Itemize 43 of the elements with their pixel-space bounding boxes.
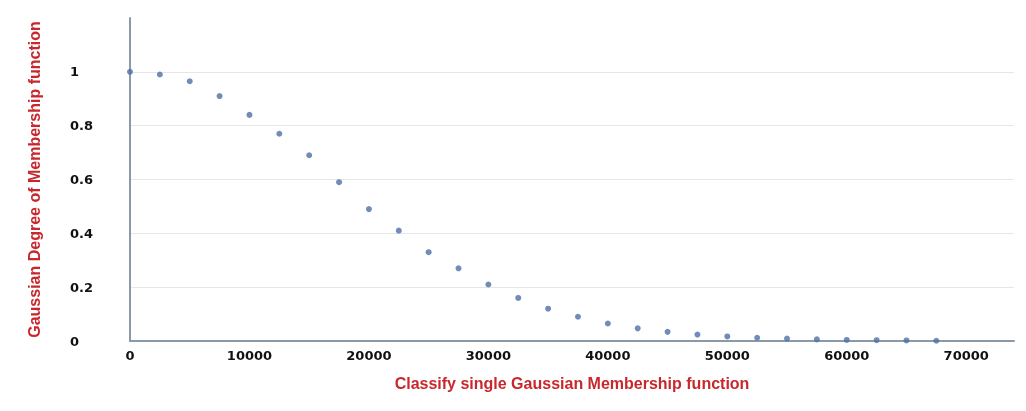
y-tick-label: 0.6: [70, 172, 94, 187]
point: [694, 331, 701, 338]
x-tick-label: 30000: [465, 348, 511, 363]
point: [515, 294, 522, 301]
y-tick-label: 1: [70, 64, 80, 80]
point: [216, 93, 223, 100]
point: [425, 249, 432, 256]
point: [156, 71, 163, 78]
point: [724, 333, 731, 340]
x-tick-label: 50000: [704, 348, 750, 363]
point: [784, 335, 791, 342]
point: [933, 337, 940, 344]
point: [843, 336, 850, 343]
point: [545, 305, 552, 312]
point: [246, 111, 253, 118]
x-tick-label: 0: [125, 348, 135, 363]
point: [365, 206, 372, 213]
y-tick-label: 0: [70, 333, 80, 349]
point: [306, 152, 313, 159]
point: [127, 68, 133, 75]
point: [186, 78, 193, 85]
y-tick-label: 0.8: [70, 118, 94, 134]
y-axis-title: Gaussian Degree of Membership function: [25, 21, 43, 338]
x-tick-label: 40000: [585, 348, 631, 363]
point: [395, 227, 402, 234]
y-tick-label: 0.4: [70, 225, 94, 241]
point: [604, 320, 611, 327]
point: [873, 337, 880, 344]
x-tick-label: 60000: [824, 348, 870, 363]
x-tick-label: 10000: [226, 348, 273, 363]
point: [664, 328, 671, 335]
point: [574, 313, 581, 320]
point: [754, 334, 761, 341]
point: [903, 337, 910, 344]
point: [813, 336, 820, 343]
x-tick-label: 70000: [943, 348, 989, 363]
point: [634, 325, 641, 332]
y-tick-label: 0.2: [70, 279, 94, 295]
point: [336, 179, 343, 186]
point: [276, 130, 283, 137]
x-tick-label: 20000: [346, 348, 392, 363]
x-axis-title: Classify single Gaussian Membership function: [394, 374, 750, 392]
point: [485, 281, 492, 288]
